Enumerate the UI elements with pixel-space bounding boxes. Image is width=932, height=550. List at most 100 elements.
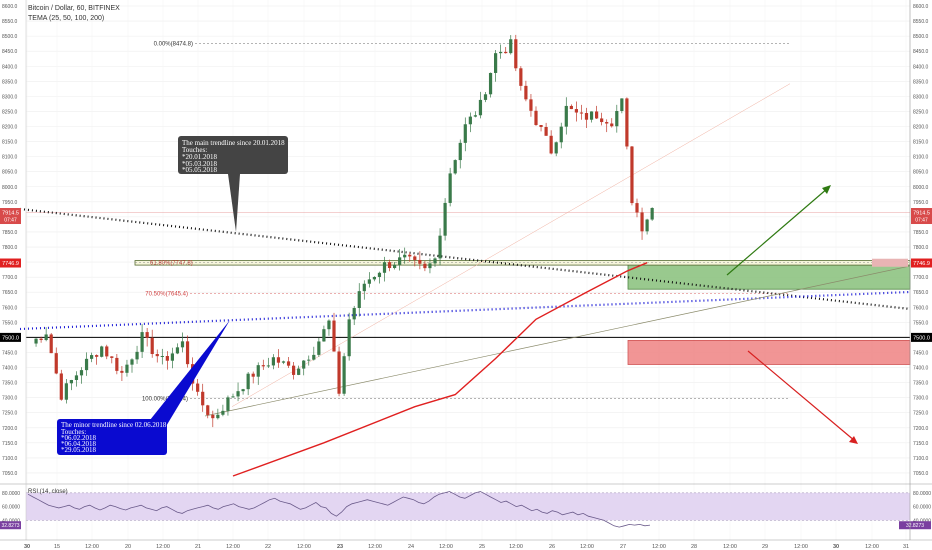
down-candle [605,122,609,124]
down-candle [579,112,584,114]
down-candle [549,135,553,154]
minor-trendline-note[interactable]: The minor trendline since 02.06.2018 Tou… [57,320,230,455]
up-candle [236,391,240,397]
up-candle [271,357,275,366]
down-candle [115,357,119,371]
up-candle [367,279,371,284]
down-candle [286,361,291,366]
y-tick-label-left: 7850.0 [2,230,18,236]
down-candle [630,146,634,204]
down-candle [261,365,265,367]
minor-note-line-3: *06.02.2018 [61,434,97,442]
up-candle [175,347,180,354]
price-tag-label: 7746.9 [2,261,19,267]
rsi-tick-right: 80.0000 [913,491,931,497]
fib-levels: 0.00%(8474.8) 61.80%(7747.8) 70.50%(7645.4… [26,42,910,407]
y-tick-label-left: 8450.0 [2,49,18,55]
up-candle [221,410,225,415]
down-candle [600,118,604,123]
y-tick-label-right: 8350.0 [913,79,929,85]
down-candle [185,341,190,365]
up-candle [281,361,286,363]
price-tag-left [0,208,21,225]
down-candle [292,365,296,375]
y-tick-label-right: 8050.0 [913,170,929,176]
rsi-band [26,492,910,521]
up-candle [160,356,164,358]
up-candle [241,389,245,392]
down-candle [39,338,43,341]
up-candle [509,39,513,54]
x-tick-label: 12:00 [509,544,523,550]
up-candle [458,142,462,161]
up-candle [84,358,89,371]
y-tick-label-left: 8200.0 [2,125,18,131]
down-candle [524,85,528,100]
y-tick-label-left: 8150.0 [2,140,18,146]
x-tick-label: 23 [337,544,343,550]
y-tick-label-right: 8500.0 [913,34,929,40]
down-candle [276,357,281,363]
price-tag-right [911,258,932,268]
y-tick-label-left: 7200.0 [2,426,18,432]
y-tick-label-left: 8350.0 [2,79,18,85]
up-candle [74,375,79,380]
y-tick-label-right: 7100.0 [913,456,929,462]
x-tick-label: 12:00 [226,544,240,550]
y-tick-label-left: 8400.0 [2,64,18,70]
down-candle [544,126,548,136]
down-candle [635,203,639,213]
down-candle [332,320,336,352]
x-tick-label: 12:00 [652,544,666,550]
y-tick-label-right: 7550.0 [913,320,929,326]
up-candle [650,207,654,220]
rsi-tick-right: 60.0000 [913,505,931,511]
minor-note-line-2: Touches: [61,428,86,436]
x-tick-label: 12:00 [439,544,453,550]
up-candle [393,264,397,269]
x-tick-label: 22 [265,544,271,550]
down-candle [387,262,392,269]
y-tick-label-right: 7050.0 [913,471,929,477]
up-candle [90,355,94,359]
rsi-current-label: 32.8273 [906,523,924,529]
x-tick-label: 30 [833,544,839,550]
up-candle [297,368,301,375]
y-tick-label-right: 8400.0 [913,64,929,70]
x-tick-label: 26 [549,544,555,550]
rsi-current-label-left: 32.8273 [1,523,19,529]
price-tag-label: 7500.0 [913,335,930,341]
rsi-label: RSI (14, close) [28,489,68,495]
main-note-line-3: *20.01.2018 [182,153,218,161]
down-candle [211,414,215,419]
up-candle [352,308,356,320]
x-tick-label: 25 [479,544,485,550]
y-tick-label-left: 7050.0 [2,471,18,477]
up-candle [246,373,250,390]
up-candle [342,356,346,394]
up-candle [100,346,104,357]
rsi-tick-left: 60.0000 [2,505,20,511]
up-candle [226,397,230,411]
main-trendline-note[interactable]: The main trendline since 20.01.2018 Touc… [178,136,288,232]
main-note-line-4: *05.03.2018 [182,160,218,168]
down-candle [206,405,210,415]
y-tick-label-left: 7150.0 [2,441,18,447]
down-candle [584,113,589,120]
x-tick-label: 12:00 [368,544,382,550]
up-candle [327,320,331,330]
up-candle [377,272,382,277]
y-tick-label-left: 7600.0 [2,305,18,311]
price-tag-left [0,258,21,268]
up-candle [317,341,321,355]
y-tick-label-left: 8250.0 [2,109,18,115]
down-candle [54,353,58,374]
down-candle [569,105,573,110]
down-candle [201,391,205,406]
up-candle [34,338,38,344]
up-candle [559,126,563,143]
indicator-label: TEMA (25, 50, 100, 200) [28,15,104,22]
y-tick-label-right: 8150.0 [913,140,929,146]
